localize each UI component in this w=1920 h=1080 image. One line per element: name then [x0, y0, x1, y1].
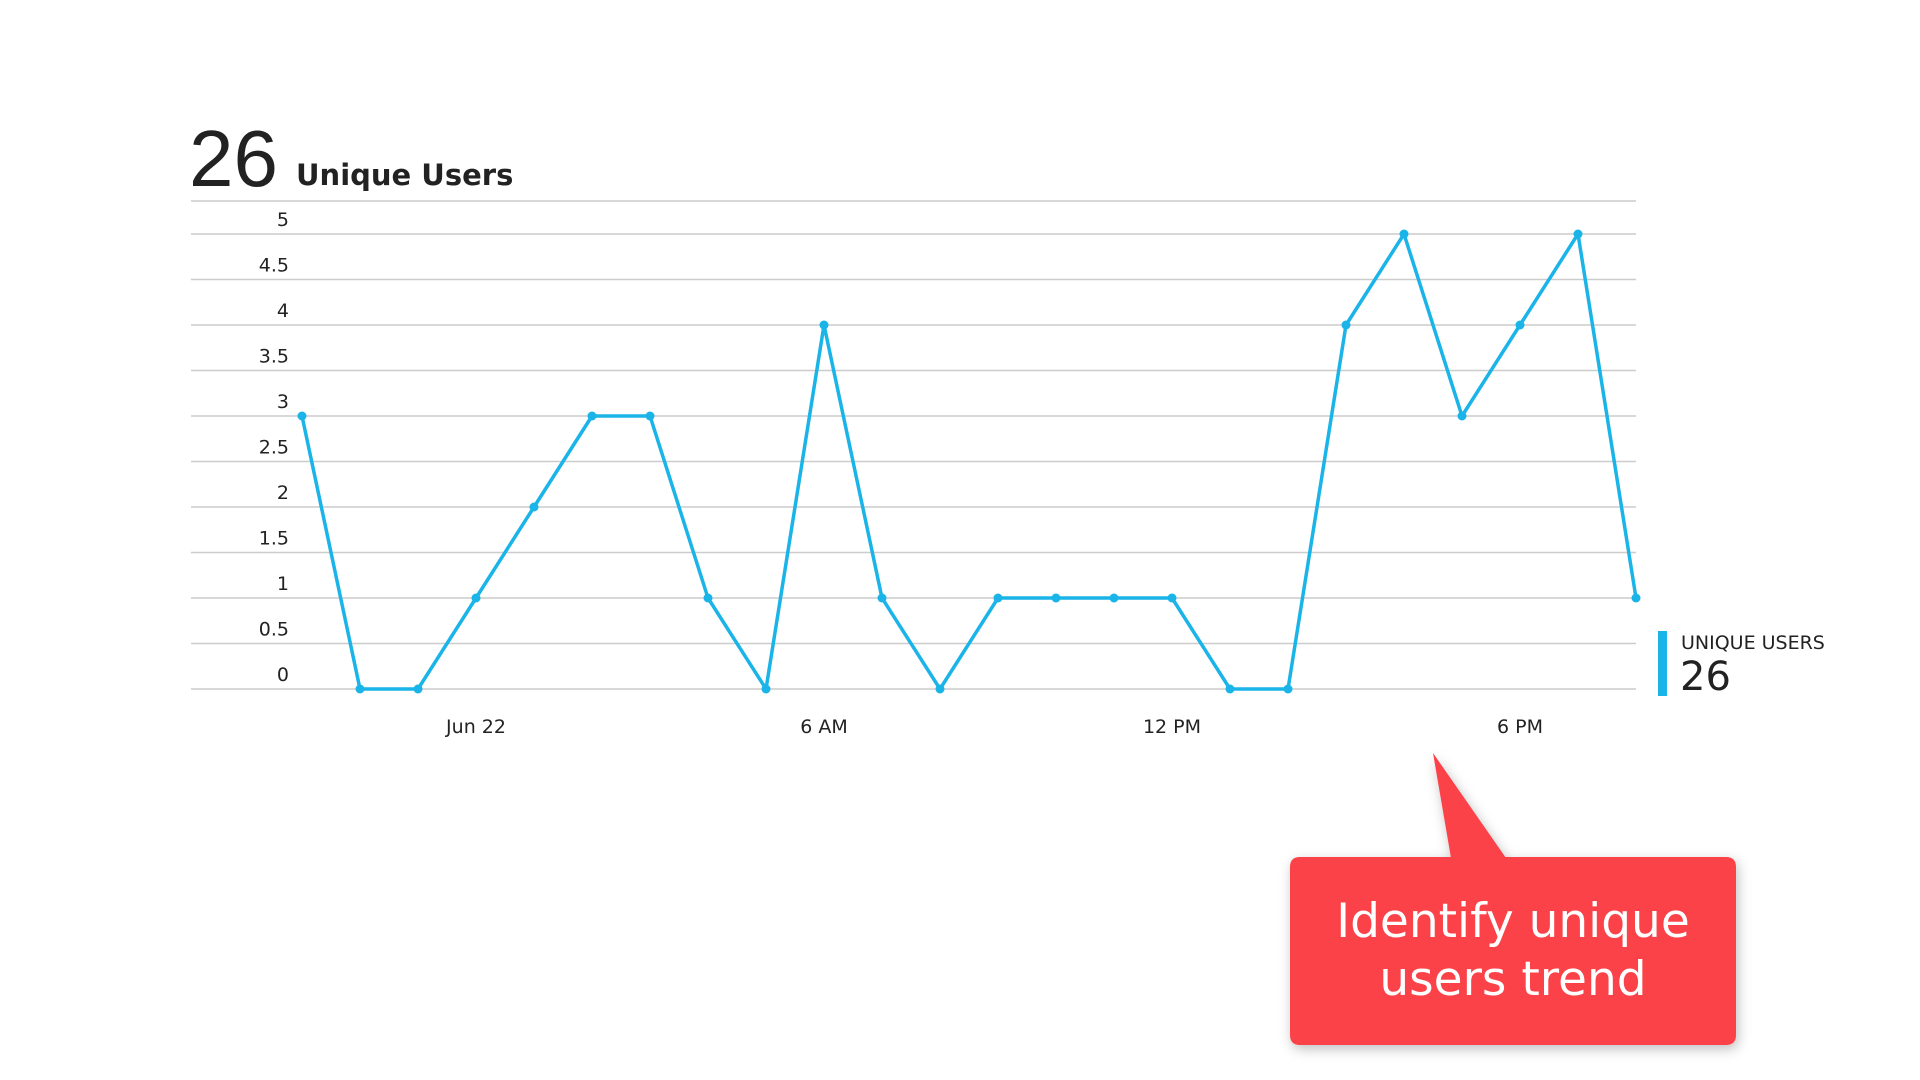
data-point [471, 593, 481, 603]
callout [1290, 753, 1736, 1045]
data-point [1573, 229, 1583, 239]
header-label: Unique Users [296, 158, 513, 192]
y-tick-label: 0 [277, 664, 289, 686]
data-point [297, 411, 307, 421]
data-point [1167, 593, 1177, 603]
y-tick-label: 3 [277, 391, 289, 413]
data-point [413, 684, 423, 694]
data-point [1341, 320, 1351, 330]
data-point [1515, 320, 1525, 330]
legend-swatch [1658, 631, 1667, 696]
data-point [529, 502, 539, 512]
header-value: 26 [189, 114, 278, 203]
y-tick-label: 5 [277, 209, 289, 231]
legend-label: UNIQUE USERS [1681, 632, 1825, 654]
data-point [761, 684, 771, 694]
y-tick-label: 2.5 [259, 437, 289, 459]
legend-total: 26 [1680, 654, 1731, 700]
data-point [1631, 593, 1641, 603]
data-point [1109, 593, 1119, 603]
data-point [1225, 684, 1235, 694]
x-tick-label: 12 PM [1143, 716, 1201, 738]
callout-text: users trend [1379, 952, 1646, 1007]
plot-area: 0 0.5 1 1.5 2 2.5 3 3.5 4 4.5 5 Jun 22 6 AM 12 PM 6 PM [191, 209, 1641, 738]
x-tick-label: 6 PM [1497, 716, 1543, 738]
data-point [587, 411, 597, 421]
x-tick-label: 6 AM [800, 716, 848, 738]
y-tick-label: 3.5 [259, 346, 289, 368]
data-point [935, 684, 945, 694]
y-tick-label: 1 [277, 573, 289, 595]
y-tick-label: 4 [277, 300, 289, 322]
y-tick-label: 1.5 [259, 528, 289, 550]
y-tick-label: 4.5 [259, 255, 289, 277]
data-point [1457, 411, 1467, 421]
y-tick-label: 2 [277, 482, 289, 504]
line [300, 232, 1638, 691]
data-point [1399, 229, 1409, 239]
data-point [1283, 684, 1293, 694]
y-tick-label: 0.5 [259, 619, 289, 641]
data-point [645, 411, 655, 421]
data-point [993, 593, 1003, 603]
callout-box [1290, 753, 1736, 1045]
x-tick-label: Jun 22 [445, 716, 506, 738]
data-point [877, 593, 887, 603]
data-point [1051, 593, 1061, 603]
data-point [355, 684, 365, 694]
data-point [703, 593, 713, 603]
callout-text: Identify unique [1336, 894, 1690, 949]
data-point [819, 320, 829, 330]
